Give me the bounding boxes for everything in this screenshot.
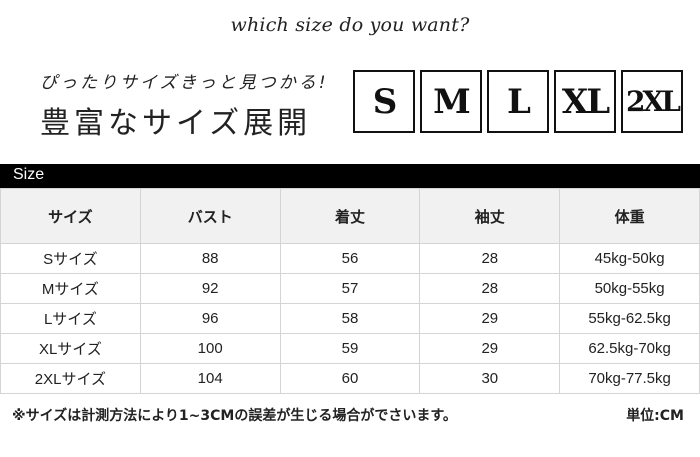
size-boxes: S M L XL 2XL: [353, 70, 683, 133]
table-cell: 29: [419, 333, 561, 364]
tagline: which size do you want?: [230, 14, 470, 36]
size-box-2xl: 2XL: [621, 70, 683, 133]
table-cell: Sサイズ: [0, 243, 141, 274]
table-cell: 29: [419, 303, 561, 334]
table-cell: 28: [419, 243, 561, 274]
table-cell: 62.5kg-70kg: [559, 333, 700, 364]
table-cell: 100: [139, 333, 281, 364]
table-cell: XLサイズ: [0, 333, 141, 364]
table-cell: Lサイズ: [0, 303, 141, 334]
catch-line-1: ぴったりサイズきっと見つかる!: [40, 73, 329, 93]
table-row: Mサイズ 92 57 28 50kg-55kg: [0, 273, 700, 304]
header-weight: 体重: [559, 188, 700, 244]
table-cell: 60: [279, 363, 421, 394]
table-cell: 55kg-62.5kg: [559, 303, 700, 334]
table-cell: 92: [139, 273, 281, 304]
table-row: 2XLサイズ 104 60 30 70kg-77.5kg: [0, 363, 700, 394]
table-cell: 104: [139, 363, 281, 394]
header-sleeve: 袖丈: [419, 188, 561, 244]
table-cell: Mサイズ: [0, 273, 141, 304]
section-header-size: Size: [0, 164, 700, 188]
measurement-note: ※サイズは計測方法により1~3CMの誤差が生じる場合がでさいます。: [12, 408, 457, 424]
header-length: 着丈: [279, 188, 421, 244]
table-cell: 2XLサイズ: [0, 363, 141, 394]
table-cell: 30: [419, 363, 561, 394]
table-row: XLサイズ 100 59 29 62.5kg-70kg: [0, 333, 700, 364]
size-box-m: M: [420, 70, 482, 133]
table-header-row: サイズ バスト 着丈 袖丈 体重: [0, 188, 700, 244]
table-cell: 50kg-55kg: [559, 273, 700, 304]
table-cell: 28: [419, 273, 561, 304]
table-cell: 45kg-50kg: [559, 243, 700, 274]
catch-line-2: 豊富なサイズ展開: [40, 106, 312, 141]
table-cell: 56: [279, 243, 421, 274]
header-size: サイズ: [0, 188, 141, 244]
table-cell: 88: [139, 243, 281, 274]
unit-label: 単位:CM: [626, 408, 684, 424]
size-box-l: L: [487, 70, 549, 133]
table-cell: 96: [139, 303, 281, 334]
header-bust: バスト: [139, 188, 281, 244]
table-cell: 58: [279, 303, 421, 334]
table-cell: 59: [279, 333, 421, 364]
size-table: サイズ バスト 着丈 袖丈 体重 Sサイズ 88 56 28 45kg-50kg Mサイズ…: [0, 188, 700, 394]
table-row: Sサイズ 88 56 28 45kg-50kg: [0, 243, 700, 274]
table-row: Lサイズ 96 58 29 55kg-62.5kg: [0, 303, 700, 334]
size-box-s: S: [353, 70, 415, 133]
table-cell: 70kg-77.5kg: [559, 363, 700, 394]
table-cell: 57: [279, 273, 421, 304]
size-box-xl: XL: [554, 70, 616, 133]
